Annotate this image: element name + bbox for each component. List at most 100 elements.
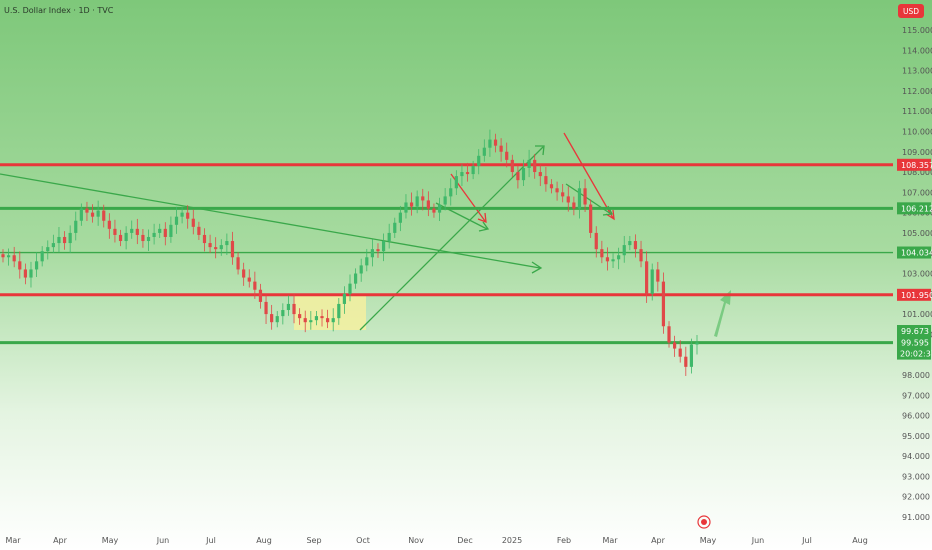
candle [286, 295, 291, 316]
candle-body [286, 303, 291, 311]
candle-body [650, 269, 654, 294]
candle [242, 262, 246, 286]
candle-body [118, 234, 123, 242]
candle-body [202, 234, 207, 244]
candle [527, 149, 531, 178]
candle [74, 211, 78, 241]
candle [158, 223, 162, 238]
earnings-icon-ring [697, 515, 711, 529]
currency-label: USD [903, 7, 919, 16]
x-tick-label: Jun [156, 536, 170, 545]
candle-body [493, 139, 498, 146]
candle-body [533, 159, 537, 173]
candle [202, 228, 207, 252]
candle-body [174, 216, 179, 225]
x-tick-label: Jul [801, 536, 812, 545]
candle-body [370, 249, 374, 258]
candle-body [393, 222, 397, 233]
candle-body [130, 228, 134, 233]
candle-body [510, 159, 514, 173]
candle [130, 220, 134, 239]
candle-body [488, 139, 492, 148]
candle [180, 206, 184, 224]
candle-body [365, 257, 369, 266]
candle-body [230, 241, 235, 258]
candle [650, 263, 654, 301]
y-tick-label: 111.000 [902, 107, 932, 116]
candle [214, 237, 218, 259]
candle [667, 321, 671, 348]
candle [303, 310, 307, 333]
candle [538, 164, 542, 187]
candle-body [633, 241, 638, 250]
candle [113, 219, 117, 243]
currency-button[interactable]: USD [898, 4, 924, 18]
candle-body [678, 348, 682, 357]
candle-body [135, 228, 139, 235]
candle [135, 218, 139, 245]
earnings-icon-core [701, 519, 707, 525]
candle-body [225, 241, 229, 246]
x-axis: Mar Apr May Jun Jul Aug Sep Oct Nov Dec 2025 Feb Mar… [5, 536, 867, 545]
candle-body [505, 151, 509, 160]
candle [292, 293, 296, 324]
candle [107, 213, 111, 239]
candle-body [303, 318, 307, 323]
candle [79, 203, 83, 226]
level-tag-text: 108.357 [901, 161, 932, 170]
candle-body [661, 281, 666, 327]
candle-body [51, 243, 55, 248]
candle [533, 153, 537, 179]
countdown-tag-bg [897, 347, 931, 360]
candle [465, 162, 470, 182]
level-tag-bg [897, 288, 931, 301]
candle [102, 204, 106, 228]
current-price-tag-bg [897, 325, 931, 338]
currency-button-bg [898, 4, 924, 18]
candle [12, 246, 16, 268]
candle-body [521, 167, 526, 181]
candle [247, 269, 251, 288]
level-tag-bg [897, 202, 931, 215]
y-tick-label: 114.000 [902, 46, 932, 55]
candle-body [169, 224, 173, 237]
candle-body [12, 255, 16, 262]
candle [381, 233, 386, 262]
level-tag: 99.595 [897, 336, 931, 349]
candle-body [326, 318, 330, 323]
current-price-tag-text: 99.673 [901, 327, 929, 336]
candle [656, 261, 660, 292]
candle [62, 231, 67, 250]
candle [353, 268, 358, 289]
candle [572, 196, 576, 216]
candle [34, 252, 39, 277]
candle-body [605, 257, 610, 262]
level-tag-text: 101.950 [901, 291, 932, 300]
candle-body [409, 202, 414, 207]
level-tag-text: 99.595 [901, 339, 929, 348]
flag-green-arrowhead-1 [478, 221, 490, 232]
level-tag: 106.212 [897, 202, 932, 215]
flag-red-arrow-2 [563, 132, 614, 219]
candle [309, 311, 313, 330]
candle [505, 142, 509, 168]
x-tick-label: Aug [256, 536, 272, 545]
candle [493, 133, 498, 153]
candle [331, 308, 335, 332]
earnings-icon[interactable] [697, 515, 711, 529]
candle-body [421, 196, 425, 201]
projection-arrow [714, 290, 731, 337]
candle-body [544, 176, 548, 185]
candle [628, 235, 632, 251]
candle [460, 164, 464, 187]
x-tick-label: Mar [5, 536, 21, 545]
candle [40, 246, 44, 267]
candle-body [18, 261, 22, 270]
rally-arrowhead [535, 145, 545, 156]
candle-body [46, 247, 50, 252]
candle-body [298, 314, 302, 319]
candle [449, 178, 453, 206]
candle [191, 209, 195, 235]
candle-body [180, 212, 184, 217]
